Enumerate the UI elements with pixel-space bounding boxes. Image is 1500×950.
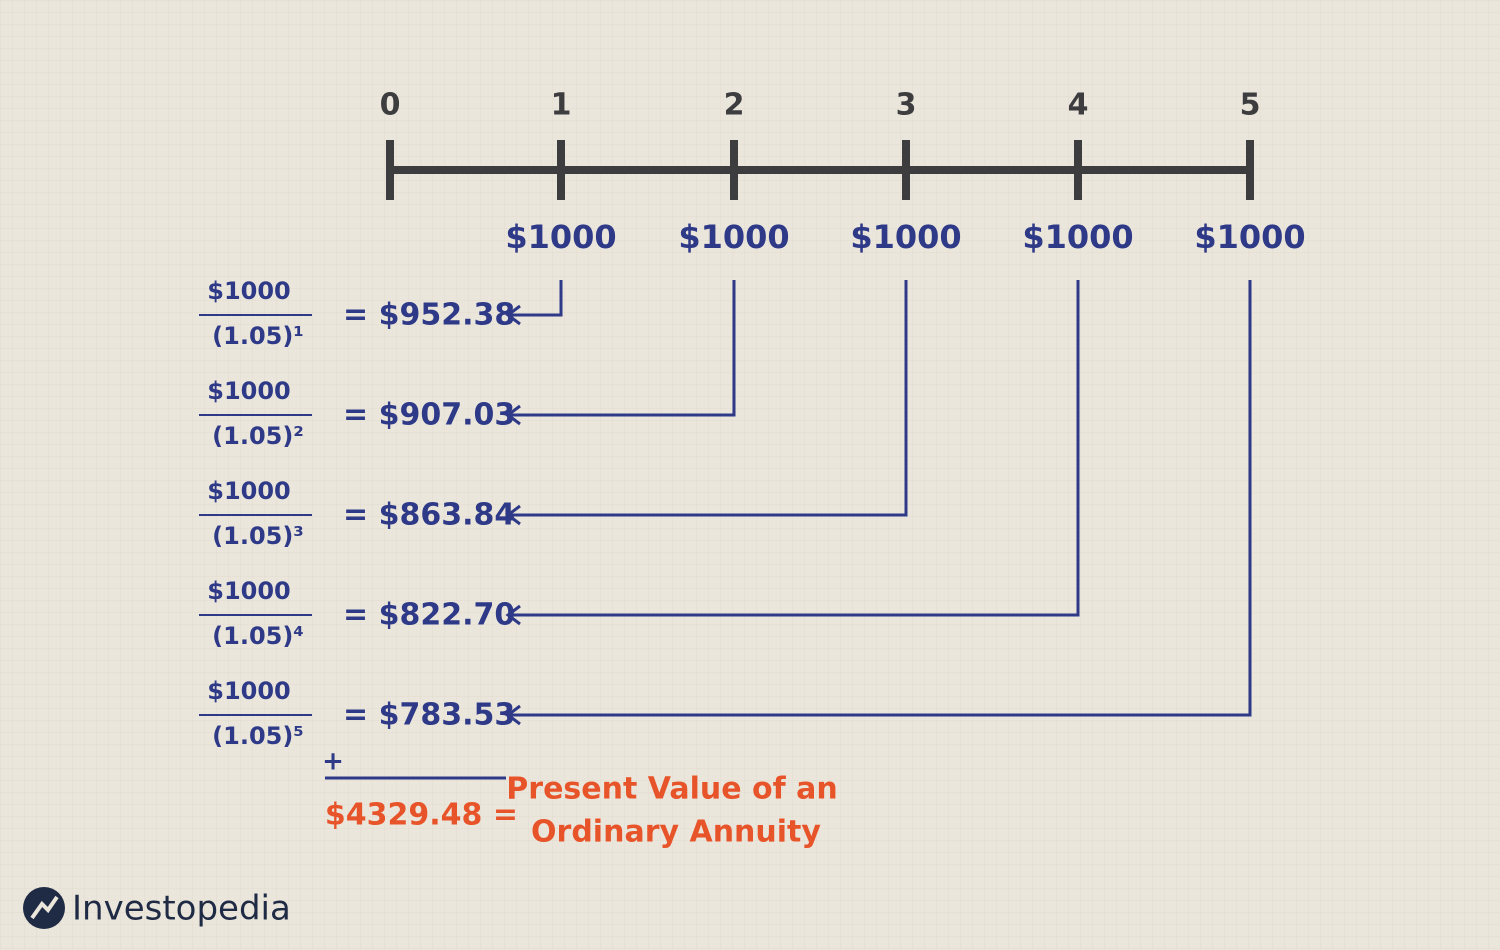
denominator: (1.05)⁴ — [212, 622, 304, 650]
arrow-head — [505, 604, 521, 626]
sum-total: $4329.48 = — [325, 798, 518, 833]
numerator: $1000 — [207, 377, 291, 405]
payment-label: $1000 — [850, 218, 961, 256]
denominator: (1.05)² — [212, 422, 304, 450]
connector — [508, 280, 563, 317]
denominator: (1.05)³ — [212, 522, 304, 550]
result: = $952.38 — [343, 298, 515, 333]
logo-text: Investopedia — [72, 889, 291, 929]
result: = $783.53 — [343, 698, 515, 733]
numerator: $1000 — [207, 677, 291, 705]
connector — [508, 280, 736, 417]
logo-icon-mark — [30, 895, 59, 920]
result: = $822.70 — [343, 598, 515, 633]
timeline-label: 4 — [1068, 88, 1089, 123]
denominator: (1.05)⁵ — [212, 722, 304, 750]
numerator: $1000 — [207, 577, 291, 605]
result: = $907.03 — [343, 398, 515, 433]
payment-label: $1000 — [505, 218, 616, 256]
payment-label: $1000 — [678, 218, 789, 256]
connector — [508, 280, 908, 517]
connector — [508, 280, 1252, 717]
denominator: (1.05)¹ — [212, 322, 304, 350]
payment-label: $1000 — [1022, 218, 1133, 256]
timeline-label: 1 — [551, 88, 572, 123]
numerator: $1000 — [207, 277, 291, 305]
sum-label: Ordinary Annuity — [531, 815, 821, 850]
arrow-head — [505, 504, 521, 526]
plus-sign: + — [322, 747, 344, 777]
arrow-head — [505, 304, 521, 326]
arrow-head — [505, 704, 521, 726]
payment-label: $1000 — [1194, 218, 1305, 256]
timeline-label: 0 — [380, 88, 401, 123]
numerator: $1000 — [207, 477, 291, 505]
connector — [508, 280, 1080, 617]
timeline-label: 3 — [896, 88, 917, 123]
arrow-head — [505, 404, 521, 426]
result: = $863.84 — [343, 498, 515, 533]
timeline-label: 5 — [1240, 88, 1261, 123]
timeline-label: 2 — [724, 88, 745, 123]
sum-label: Present Value of an — [506, 772, 837, 807]
